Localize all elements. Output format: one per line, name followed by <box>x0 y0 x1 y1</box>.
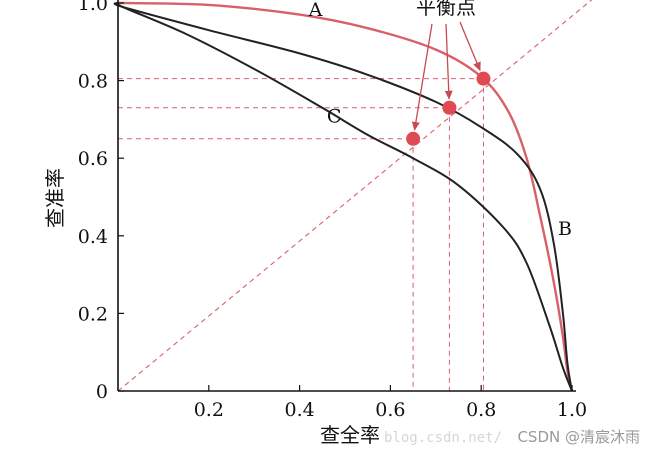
annotation-arrow <box>444 23 453 100</box>
equilibrium-point <box>476 71 491 86</box>
series-curve-a <box>117 1 574 392</box>
y-tick-labels: 0 0.2 0.4 0.6 0.8 1.0 <box>78 0 124 403</box>
y-tick-label: 0.6 <box>78 148 108 170</box>
series-curve-c <box>115 2 573 392</box>
diagonal-dashed <box>117 0 593 392</box>
x-tick-label: 1.0 <box>557 399 587 421</box>
x-axis-label: 查全率 <box>320 423 380 447</box>
x-tick-label: 0.2 <box>194 399 224 421</box>
y-tick-label: 0.8 <box>78 71 108 93</box>
annotation-label: 平衡点 <box>416 0 476 19</box>
series-label-c: C <box>327 106 342 128</box>
annotation-group: 平衡点 <box>411 0 481 131</box>
x-tick-label: 0.8 <box>466 399 496 421</box>
watermark-url: blog.csdn.net/ <box>384 430 502 446</box>
diagonal-line <box>117 0 593 392</box>
y-tick-label: 1.0 <box>78 0 108 15</box>
series-label-b: B <box>558 218 572 240</box>
x-tick-label: 0.6 <box>375 399 405 421</box>
y-tick-label: 0 <box>96 381 108 403</box>
annotation-arrow <box>459 21 481 72</box>
axes <box>117 0 576 392</box>
equilibrium-points <box>406 71 491 146</box>
guide-lines <box>118 78 484 391</box>
series-labels: A B C <box>308 0 572 240</box>
y-axis-label: 查准率 <box>43 168 67 228</box>
series-label-a: A <box>308 0 323 21</box>
equilibrium-point <box>406 131 421 146</box>
x-tick-labels: 0.2 0.4 0.6 0.8 1.0 <box>194 385 587 421</box>
y-tick-label: 0.4 <box>78 226 108 248</box>
y-tick-label: 0.2 <box>78 303 108 325</box>
annotation-arrow <box>411 23 433 131</box>
equilibrium-point <box>442 100 457 115</box>
series-curve-b <box>113 2 573 392</box>
x-tick-label: 0.4 <box>284 399 314 421</box>
watermark-csdn: CSDN @清宸沐雨 <box>517 428 640 446</box>
series-group <box>113 1 574 392</box>
